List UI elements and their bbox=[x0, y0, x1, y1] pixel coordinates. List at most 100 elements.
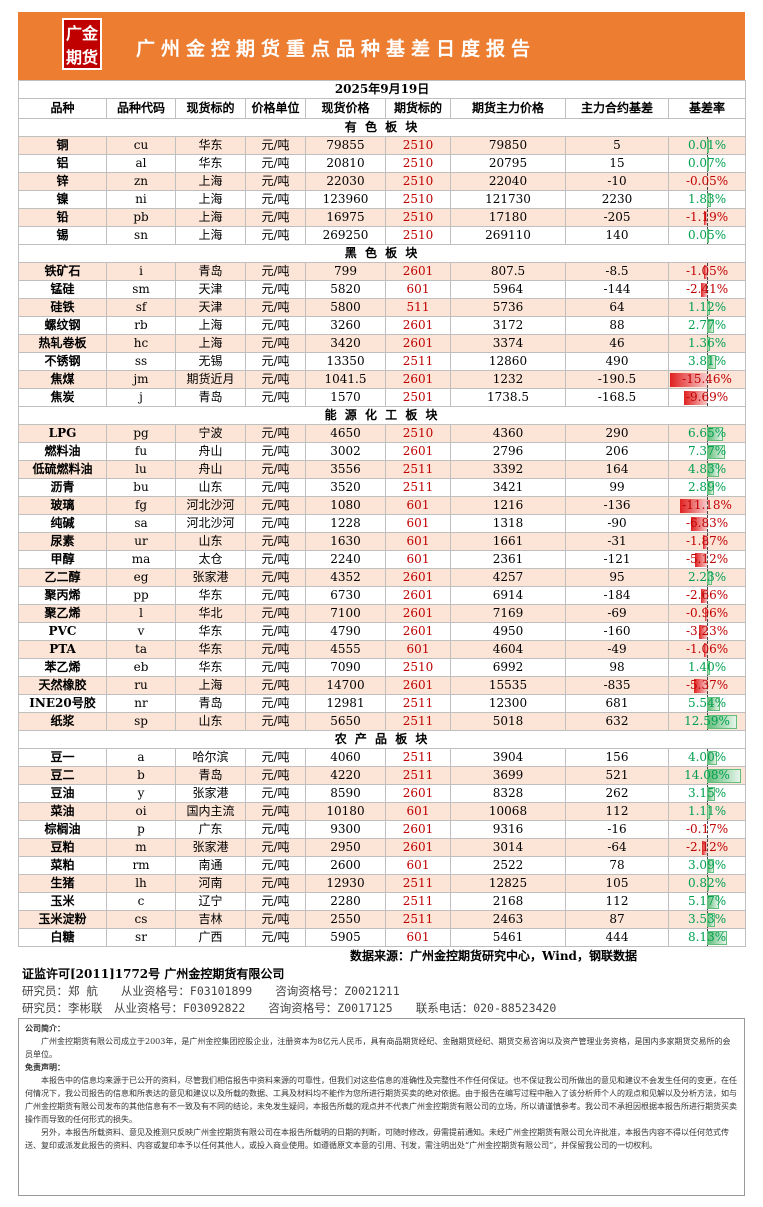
basis-rate-cell: -1.06% bbox=[667, 640, 747, 659]
cell: 12300 bbox=[450, 694, 566, 713]
cell: 8590 bbox=[305, 784, 386, 803]
cell: 豆二 bbox=[18, 766, 107, 785]
cell: 2510 bbox=[385, 208, 451, 227]
cell: cs bbox=[106, 910, 176, 929]
cell: 2950 bbox=[305, 838, 386, 857]
cell: 元/吨 bbox=[245, 532, 306, 551]
cell: 元/吨 bbox=[245, 874, 306, 893]
cell: 7169 bbox=[450, 604, 566, 623]
data-bar bbox=[700, 589, 707, 603]
cell: 2601 bbox=[385, 676, 451, 695]
cell: 2510 bbox=[385, 172, 451, 191]
cell: 13350 bbox=[305, 352, 386, 371]
cell: 元/吨 bbox=[245, 460, 306, 479]
cell: 2601 bbox=[385, 442, 451, 461]
cell: fg bbox=[106, 496, 176, 515]
cell: 4650 bbox=[305, 424, 386, 443]
axis bbox=[707, 281, 708, 298]
cell: ma bbox=[106, 550, 176, 569]
basis-rate-cell: -0.17% bbox=[667, 820, 747, 839]
section-row: 黑 色 板 块 bbox=[17, 244, 747, 263]
basis-rate: -6.83% bbox=[685, 516, 729, 530]
cell: 3172 bbox=[450, 316, 566, 335]
axis bbox=[707, 839, 708, 856]
cell: 元/吨 bbox=[245, 748, 306, 767]
cell: 5736 bbox=[450, 298, 566, 317]
basis-rate: 5.17% bbox=[687, 894, 727, 908]
cell: ss bbox=[106, 352, 176, 371]
data-bar bbox=[707, 571, 713, 585]
cell: 2601 bbox=[385, 568, 451, 587]
cell: 1041.5 bbox=[305, 370, 386, 389]
cell: 2601 bbox=[385, 784, 451, 803]
cell: 元/吨 bbox=[245, 280, 306, 299]
cell: 元/吨 bbox=[245, 334, 306, 353]
data-bar bbox=[707, 859, 715, 873]
basis-rate-cell: 4.00% bbox=[667, 748, 747, 767]
cell: 燃料油 bbox=[18, 442, 107, 461]
data-row: 不锈钢 ss 无锡 元/吨 13350 2511 12860 490 3.81% bbox=[18, 352, 747, 371]
cell: 3520 bbox=[305, 478, 386, 497]
section-title: 有 色 板 块 bbox=[17, 118, 747, 137]
cell: 元/吨 bbox=[245, 316, 306, 335]
basis-rate: -9.69% bbox=[685, 390, 729, 404]
data-row: 焦炭 j 青岛 元/吨 1570 2501 1738.5 -168.5 -9.69% bbox=[18, 388, 747, 407]
cell: 16975 bbox=[305, 208, 386, 227]
cell: 3421 bbox=[450, 478, 566, 497]
column-header: 主力合约基差 bbox=[565, 98, 669, 119]
data-row: 尿素 ur 山东 元/吨 1630 601 1661 -31 -1.87% bbox=[18, 532, 747, 551]
data-bar bbox=[707, 805, 710, 819]
cell: 舟山 bbox=[175, 460, 246, 479]
cell: 140 bbox=[565, 226, 669, 245]
data-row: 玉米淀粉 cs 吉林 元/吨 2550 2511 2463 87 3.53% bbox=[18, 910, 747, 929]
basis-rate-cell: 2.77% bbox=[667, 316, 747, 335]
cell: 元/吨 bbox=[245, 856, 306, 875]
cell: lh bbox=[106, 874, 176, 893]
data-bar bbox=[707, 895, 720, 909]
cell: 2601 bbox=[385, 622, 451, 641]
data-bar bbox=[707, 355, 717, 369]
cell: 元/吨 bbox=[245, 172, 306, 191]
data-row: 棕榈油 p 广东 元/吨 9300 2601 9316 -16 -0.17% bbox=[18, 820, 747, 839]
basis-rate-cell: 0.82% bbox=[667, 874, 747, 893]
cell: 元/吨 bbox=[245, 496, 306, 515]
cell: bu bbox=[106, 478, 176, 497]
data-row: PTA ta 华东 元/吨 4555 601 4604 -49 -1.06% bbox=[18, 640, 747, 659]
cell: 79850 bbox=[450, 136, 566, 155]
cell: 5 bbox=[565, 136, 669, 155]
cell: 纸浆 bbox=[18, 712, 107, 731]
cell: 2510 bbox=[385, 658, 451, 677]
cell: 元/吨 bbox=[245, 604, 306, 623]
cell: 2600 bbox=[305, 856, 386, 875]
cell: 15535 bbox=[450, 676, 566, 695]
cell: 4257 bbox=[450, 568, 566, 587]
axis bbox=[707, 587, 708, 604]
column-header: 基差率 bbox=[667, 98, 747, 119]
basis-rate-cell: 1.40% bbox=[667, 658, 747, 677]
cell: 元/吨 bbox=[245, 928, 306, 947]
data-row: 硅铁 sf 天津 元/吨 5800 511 5736 64 1.12% bbox=[18, 298, 747, 317]
basis-rate-cell: 1.83% bbox=[667, 190, 747, 209]
basis-rate-cell: -1.87% bbox=[667, 532, 747, 551]
cell: -205 bbox=[565, 208, 669, 227]
cell: 纯碱 bbox=[18, 514, 107, 533]
column-header: 品种代码 bbox=[106, 98, 176, 119]
data-bar bbox=[707, 931, 727, 945]
cell: 天津 bbox=[175, 298, 246, 317]
cell: 上海 bbox=[175, 226, 246, 245]
cell: 6914 bbox=[450, 586, 566, 605]
cell: -835 bbox=[565, 676, 669, 695]
cell: fu bbox=[106, 442, 176, 461]
cell: 华东 bbox=[175, 154, 246, 173]
cell: 焦炭 bbox=[18, 388, 107, 407]
cell: 山东 bbox=[175, 712, 246, 731]
cell: 22040 bbox=[450, 172, 566, 191]
report-title: 广州金控期货重点品种基差日度报告 bbox=[136, 38, 537, 60]
basis-rate-cell: 5.54% bbox=[667, 694, 747, 713]
basis-rate: 2.89% bbox=[687, 480, 727, 494]
cell: 2510 bbox=[385, 190, 451, 209]
data-bar bbox=[701, 283, 707, 297]
cell: 681 bbox=[565, 694, 669, 713]
cell: 豆油 bbox=[18, 784, 107, 803]
data-bar bbox=[701, 841, 707, 855]
